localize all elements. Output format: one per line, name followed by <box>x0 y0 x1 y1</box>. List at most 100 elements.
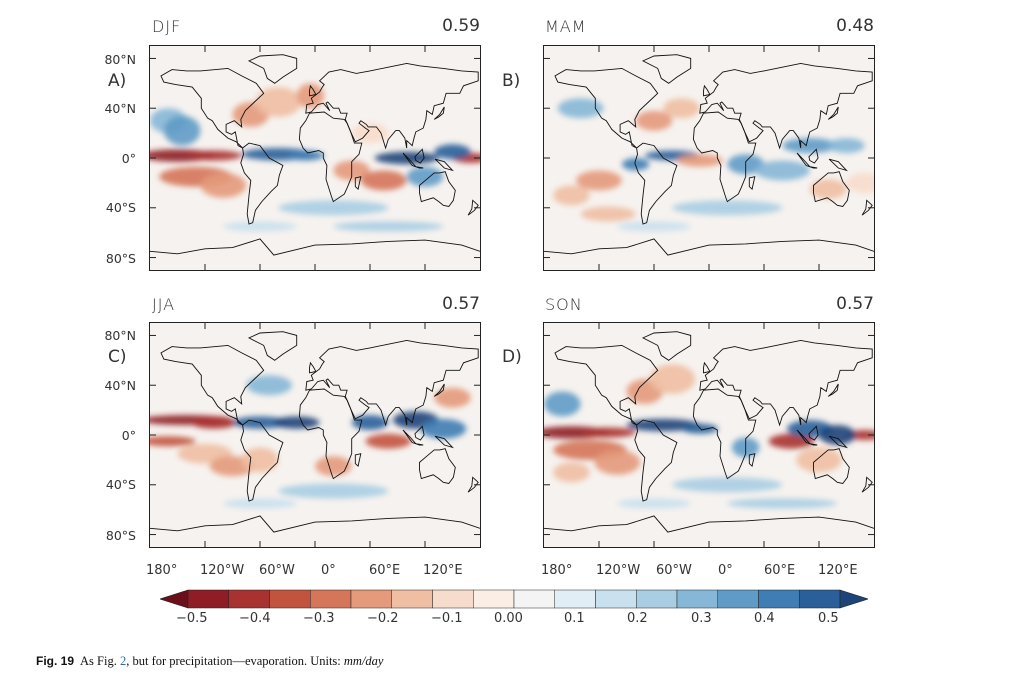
lat-label: 40°N <box>104 378 136 393</box>
coastline-newGuinea <box>434 435 454 449</box>
caption-text: , but for precipitation—evaporation. Uni… <box>126 654 344 668</box>
coastline-greenland <box>247 54 298 84</box>
map-svg <box>150 46 480 270</box>
coastline-antarctica <box>544 238 874 256</box>
anomaly-patch <box>333 221 444 232</box>
colorbar <box>159 588 869 610</box>
anomaly-patch <box>594 449 641 475</box>
season-label: SON <box>545 295 583 314</box>
colorbar-swatch <box>636 589 678 609</box>
colorbar-tick-label: 0.5 <box>818 611 839 626</box>
map-son <box>543 322 875 548</box>
coastline-northAmerica <box>160 344 265 426</box>
coastline-antarctica <box>150 515 480 533</box>
coastline-uk <box>309 361 317 374</box>
anomaly-patch <box>828 138 865 154</box>
colorbar-swatch <box>513 589 555 609</box>
anomaly-patch <box>223 498 297 509</box>
colorbar-swatch <box>676 589 718 609</box>
coastline-madagascar <box>748 453 756 467</box>
colorbar-graphic <box>159 589 869 609</box>
coastline-greenland <box>641 54 692 84</box>
anomaly-patch <box>434 387 471 408</box>
anomaly-patch <box>846 172 874 193</box>
coastline-northAmerica <box>554 344 659 426</box>
season-label: MAM <box>545 17 587 36</box>
coastline-indonesia <box>402 152 424 169</box>
colorbar-swatch <box>473 589 515 609</box>
anomaly-patch <box>553 185 590 206</box>
correlation-value: 0.57 <box>836 294 874 314</box>
coastline-europeAsia <box>305 62 479 150</box>
coastline-southAmerica <box>240 419 284 502</box>
coastline-newGuinea <box>828 158 848 172</box>
coastline-madagascar <box>354 453 362 467</box>
anomaly-patch <box>351 415 389 431</box>
coastline-uk <box>703 84 711 97</box>
caption-units: mm/day <box>343 654 384 668</box>
coastline-africa <box>298 388 363 480</box>
figure-number: Fig. 19 <box>36 654 75 668</box>
lon-label: 180° <box>541 563 573 578</box>
correlation-value: 0.59 <box>442 16 480 36</box>
figure-reference-link[interactable]: 2 <box>119 654 127 668</box>
anomaly-patch <box>186 150 242 161</box>
anomaly-patch <box>241 447 279 473</box>
colorbar-swatch <box>595 589 637 609</box>
anomaly-patch <box>273 416 320 429</box>
anomaly-patch <box>351 123 389 144</box>
lat-label: 40°S <box>105 477 136 492</box>
anomaly-patch <box>191 416 238 429</box>
lon-label: 120°W <box>596 563 641 578</box>
coastline-newGuinea <box>434 158 454 172</box>
anomaly-patch <box>782 138 838 154</box>
lat-label: 80°N <box>104 328 136 343</box>
coastline-australia <box>813 171 850 208</box>
lat-label: 80°S <box>105 251 136 266</box>
anomaly-patch <box>434 144 471 160</box>
anomaly-patch <box>406 166 444 187</box>
coastline-africa <box>692 111 757 203</box>
anomaly-patch <box>580 427 636 438</box>
coastline-indonesia <box>796 429 818 446</box>
colorbar-swatch <box>391 589 433 609</box>
anomaly-patch <box>663 98 700 119</box>
coastline-borneo <box>414 425 425 441</box>
coastline-indonesia <box>796 152 818 169</box>
panel-letter: D) <box>502 347 522 367</box>
colorbar-tick-label: 0.2 <box>627 611 648 626</box>
coastline-greenland <box>247 331 298 361</box>
map-svg <box>150 323 480 547</box>
coastline-antarctica <box>544 515 874 533</box>
colorbar-tick-label: −0.2 <box>367 611 399 626</box>
colorbar-swatch <box>269 589 311 609</box>
coastline-uk <box>309 84 317 97</box>
coastline-madagascar <box>354 176 362 190</box>
anomaly-patch <box>278 200 389 216</box>
anomaly-patch <box>635 110 673 131</box>
anomaly-patch <box>576 170 622 191</box>
lat-label: 80°S <box>105 528 136 543</box>
map-jja <box>149 322 481 548</box>
anomaly-patch <box>544 391 581 417</box>
season-label: DJF <box>152 17 182 36</box>
lon-label: 180° <box>146 563 178 578</box>
anomaly-patch <box>580 206 636 222</box>
colorbar-swatch <box>310 589 352 609</box>
correlation-value: 0.48 <box>836 16 874 36</box>
anomaly-patch <box>796 447 842 473</box>
colorbar-tick-label: −0.1 <box>431 611 463 626</box>
coastline-australia <box>813 448 850 485</box>
colorbar-tick-label: −0.3 <box>303 611 335 626</box>
coastline-australia <box>419 448 456 485</box>
coastline-northAmerica <box>554 67 659 149</box>
coastline-europeAsia <box>305 339 479 427</box>
coastline-southAmerica <box>240 142 284 225</box>
anomaly-patch <box>617 498 691 509</box>
anomaly-patch <box>626 418 700 432</box>
map-svg <box>544 323 874 547</box>
coastline-borneo <box>808 425 819 441</box>
lat-label: 0° <box>121 428 136 443</box>
coastline-africa <box>298 111 363 203</box>
coastline-madagascar <box>748 176 756 190</box>
